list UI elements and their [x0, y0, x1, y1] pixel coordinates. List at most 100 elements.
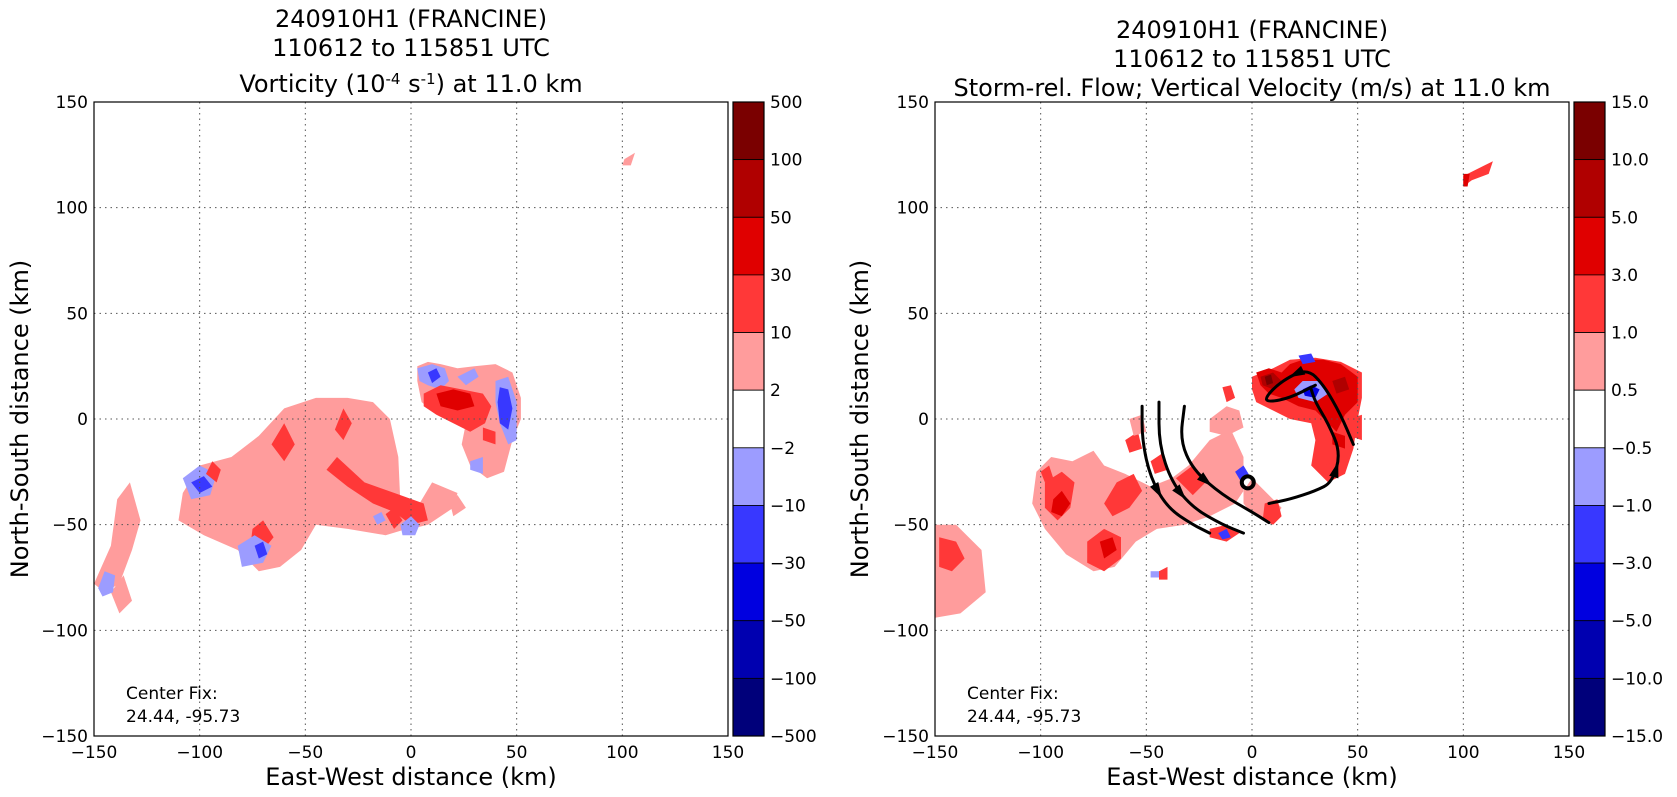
- grid-lines: [935, 102, 1569, 736]
- contour-region: [470, 457, 483, 474]
- colorbar-labels: 15.0 10.0 5.0 3.0 1.0 0.5 −0.5 −1.0 −3.0…: [1611, 93, 1663, 747]
- x-tick-label: 100: [1447, 743, 1479, 763]
- x-tick-label: 100: [606, 743, 638, 763]
- colorbar-frame: [732, 101, 765, 737]
- streamline: [1267, 387, 1340, 505]
- contour-region: [1218, 528, 1231, 540]
- y-tick-label: 150: [897, 93, 929, 113]
- y-tick-label: −100: [882, 621, 929, 641]
- contour-region: [1040, 465, 1054, 483]
- storm-relative-flow-streamlines: [1140, 365, 1355, 535]
- contour-region: [373, 512, 386, 525]
- colorbar-swatch: [1573, 101, 1606, 161]
- colorbar-label: 100: [770, 151, 802, 171]
- vorticity-contours: [94, 152, 635, 614]
- x-tick-label: −50: [287, 743, 323, 763]
- center-fix-value: 24.44, -95.73: [967, 707, 1081, 727]
- colorbar-label: 5.0: [1611, 208, 1638, 228]
- x-tick-label: 50: [1347, 743, 1369, 763]
- contour-region: [206, 461, 221, 483]
- vertical-velocity-contours: [935, 161, 1493, 618]
- colorbar-label: 2: [770, 381, 781, 401]
- plot-background: [935, 102, 1569, 736]
- contour-region: [400, 516, 420, 536]
- colorbar-swatch: [732, 447, 765, 506]
- contour-region: [1463, 173, 1470, 187]
- y-tick-labels: 150 100 50 0 −50 −100 −150: [882, 93, 929, 747]
- contour-region: [427, 368, 441, 384]
- y-tick-label: −50: [52, 516, 88, 536]
- panel-vertical-velocity: 240910H1 (FRANCINE) 110612 to 115851 UTC…: [846, 16, 1663, 791]
- y-tick-label: −150: [882, 727, 929, 747]
- plot-frame: [93, 101, 729, 737]
- contour-region: [385, 507, 403, 529]
- contour-region: [254, 541, 268, 559]
- streamline: [1140, 404, 1212, 535]
- contour-region: [1298, 353, 1316, 365]
- colorbar-swatch: [1573, 159, 1606, 218]
- chart-title-line2: 110612 to 115851 UTC: [1113, 45, 1391, 73]
- x-tick-label: 0: [406, 743, 417, 763]
- contour-region: [449, 495, 466, 517]
- y-axis-label: North-South distance (km): [846, 260, 874, 579]
- colorbar-swatch: [732, 274, 765, 333]
- colorbar-swatch: [732, 505, 765, 564]
- x-tick-label: 50: [506, 743, 528, 763]
- contour-region: [110, 575, 132, 614]
- colorbar-swatch: [1573, 677, 1606, 737]
- colorbar-label: −2: [770, 439, 795, 459]
- center-fix-value: 24.44, -95.73: [126, 707, 240, 727]
- colorbar-swatch: [732, 620, 765, 679]
- y-tick-label: −150: [41, 727, 88, 747]
- colorbar-swatch: [732, 216, 765, 276]
- y-tick-label: 150: [56, 93, 88, 113]
- colorbar-label: −3.0: [1611, 554, 1652, 574]
- x-tick-label: −100: [176, 743, 223, 763]
- streamline: [1180, 404, 1271, 525]
- contour-region: [271, 423, 295, 462]
- chart-title-line2: 110612 to 115851 UTC: [272, 34, 550, 62]
- colorbar-label: 10: [770, 324, 792, 344]
- y-tick-label: 0: [77, 410, 88, 430]
- contour-region: [482, 427, 496, 445]
- contour-region: [1051, 490, 1071, 517]
- y-tick-label: −50: [893, 516, 929, 536]
- colorbar-swatch: [732, 159, 765, 218]
- colorbar-label: −5.0: [1611, 612, 1652, 632]
- colorbar-swatch: [1573, 216, 1606, 276]
- y-tick-label: 0: [918, 410, 929, 430]
- contour-region: [1264, 374, 1274, 386]
- x-axis-label: East-West distance (km): [1106, 763, 1397, 791]
- colorbar-labels: 500 100 50 30 10 2 −2 −10 −30 −50 −100 −…: [770, 93, 817, 747]
- chart-title-line1: 240910H1 (FRANCINE): [1116, 16, 1388, 44]
- contour-region: [1332, 376, 1350, 394]
- colorbar-label: −500: [770, 727, 817, 747]
- streamline-arrowhead: [1172, 484, 1187, 500]
- colorbar-label: 500: [770, 93, 802, 113]
- colorbar-swatch: [1573, 332, 1606, 391]
- x-tick-label: −100: [1017, 743, 1064, 763]
- colorbar-frame: [1573, 101, 1606, 737]
- colorbar-label: 50: [770, 208, 792, 228]
- center-fix-label: Center Fix:: [126, 684, 218, 704]
- contour-region: [1099, 537, 1117, 559]
- contour-region: [1032, 429, 1282, 572]
- colorbar-label: 1.0: [1611, 324, 1638, 344]
- center-fix-label: Center Fix:: [967, 684, 1059, 704]
- colorbar-swatch: [732, 332, 765, 391]
- colorbar-label: 15.0: [1611, 93, 1649, 113]
- plot-background: [94, 102, 728, 736]
- colorbar-swatch: [1573, 505, 1606, 564]
- colorbar-label: −10: [770, 496, 806, 516]
- contour-region: [1463, 161, 1493, 187]
- contour-region: [191, 476, 213, 493]
- contour-region: [939, 537, 965, 572]
- colorbar-label: 3.0: [1611, 266, 1638, 286]
- colorbar-label: −100: [770, 669, 817, 689]
- colorbar-swatch: [1573, 620, 1606, 679]
- colorbar-swatch: [1573, 389, 1606, 449]
- streamline-arrowhead: [1197, 472, 1213, 487]
- x-tick-label: 0: [1247, 743, 1258, 763]
- streamline: [1157, 400, 1245, 535]
